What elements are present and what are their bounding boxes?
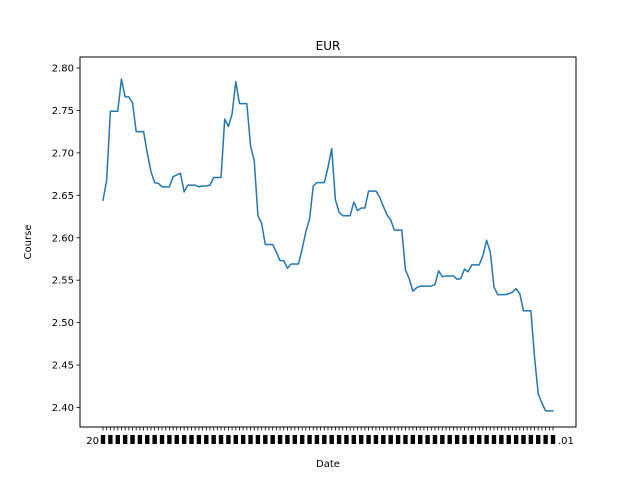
x-axis-ticks: 20.01 [86, 427, 574, 447]
x-tick-label-fragment [484, 435, 489, 444]
x-tick-label-fragment [130, 435, 135, 444]
x-tick-label-fragment [418, 435, 423, 444]
x-tick-label-fragment [233, 435, 238, 444]
x-tick-label-fragment [100, 435, 106, 444]
y-tick-label: 2.40 [52, 403, 74, 414]
y-tick-label: 2.80 [52, 64, 74, 75]
x-axis-label: Date [316, 459, 340, 470]
x-tick-label-fragment [115, 435, 120, 444]
x-tick-label-fragment [395, 435, 401, 444]
x-tick-label-fragment [491, 435, 497, 444]
x-tick-label-fragment [108, 435, 113, 444]
x-tick-label-fragment [196, 435, 202, 444]
x-tick-label-fragment [536, 435, 541, 444]
x-tick-label-fragment [469, 435, 475, 444]
x-tick-label-band [100, 435, 556, 444]
x-tick-label-fragment [226, 435, 231, 444]
x-tick-label-fragment [218, 435, 224, 444]
x-tick-label-fragment [447, 435, 452, 444]
x-tick-label-fragment [543, 435, 548, 444]
x-tick-label-last: .01 [558, 436, 574, 447]
x-tick-label-fragment [403, 435, 408, 444]
x-tick-label-fragment [181, 435, 187, 444]
y-axis-label: Course [23, 225, 34, 260]
x-tick-label-fragment [263, 435, 268, 444]
x-tick-label-fragment [358, 435, 364, 444]
x-tick-label-fragment [307, 435, 312, 444]
y-tick-label: 2.65 [52, 191, 74, 202]
x-tick-label-fragment [506, 435, 511, 444]
x-tick-label-fragment [351, 435, 357, 444]
x-tick-label-fragment [521, 435, 526, 444]
x-tick-label-fragment [299, 435, 305, 444]
plot-area-frame [79, 56, 577, 428]
y-tick-label: 2.55 [52, 276, 74, 287]
x-tick-label-fragment [322, 435, 327, 444]
x-tick-label-fragment [292, 435, 298, 444]
x-tick-label-fragment [477, 435, 482, 444]
y-tick-label: 2.70 [52, 148, 74, 159]
x-tick-label-fragment [528, 435, 534, 444]
x-tick-label-fragment [204, 435, 209, 444]
x-tick-label-fragment [167, 435, 172, 444]
x-tick-label-fragment [145, 435, 150, 444]
y-tick-label: 2.75 [52, 106, 74, 117]
x-tick-label-fragment [432, 435, 438, 444]
y-tick-label: 2.45 [52, 361, 74, 372]
x-tick-label-fragment [270, 435, 275, 444]
x-tick-label-fragment [189, 435, 194, 444]
x-tick-label-fragment [159, 435, 165, 444]
x-tick-label-fragment [255, 435, 261, 444]
x-tick-label-fragment [440, 435, 445, 444]
x-tick-label-fragment [152, 435, 157, 444]
x-tick-label-fragment [373, 435, 379, 444]
y-tick-label: 2.50 [52, 318, 74, 329]
chart-title: EUR [316, 39, 341, 53]
x-tick-label-fragment [174, 435, 179, 444]
x-tick-label-fragment [410, 435, 416, 444]
eur-course-line [102, 78, 554, 412]
x-tick-label-fragment [454, 435, 460, 444]
x-tick-label-fragment [122, 435, 128, 444]
x-tick-label-fragment [336, 435, 342, 444]
x-tick-label-fragment [499, 435, 504, 444]
x-tick-label-fragment [137, 435, 143, 444]
x-tick-label-fragment [366, 435, 371, 444]
x-tick-label-fragment [285, 435, 290, 444]
y-axis-ticks: 2.40 2.45 2.50 2.55 2.60 2.65 2.70 2.75 2.80 [52, 64, 80, 414]
x-tick-label-fragment [425, 435, 430, 444]
x-tick-label-fragment [314, 435, 320, 444]
x-tick-label-fragment [513, 435, 519, 444]
x-tick-label-fragment [381, 435, 386, 444]
y-tick-label: 2.60 [52, 233, 74, 244]
x-tick-label-fragment [277, 435, 283, 444]
x-tick-label-fragment [211, 435, 216, 444]
x-tick-label-first: 20 [86, 436, 99, 447]
x-tick-label-fragment [550, 435, 556, 444]
x-tick-label-fragment [240, 435, 246, 444]
x-tick-label-fragment [248, 435, 253, 444]
x-tick-label-fragment [344, 435, 349, 444]
x-tick-label-fragment [329, 435, 334, 444]
x-tick-label-fragment [462, 435, 467, 444]
x-tick-label-fragment [388, 435, 393, 444]
